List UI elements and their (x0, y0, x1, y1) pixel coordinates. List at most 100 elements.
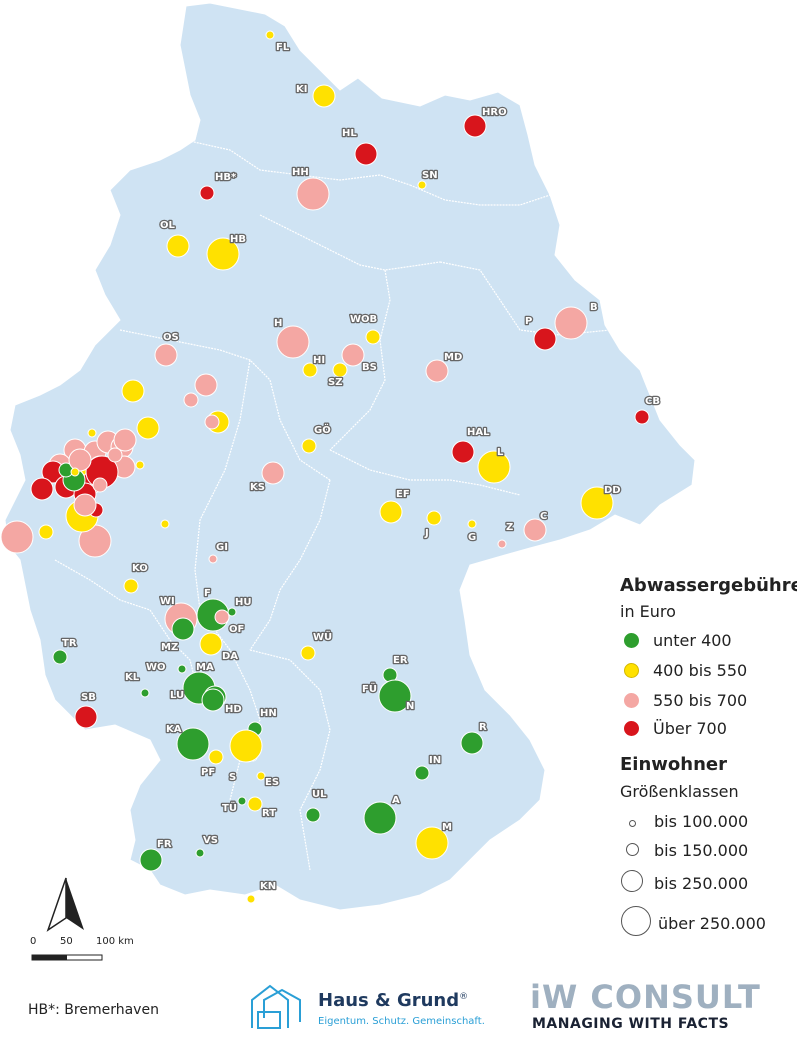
city-label: HD (225, 704, 242, 715)
city-marker-unlabeled (70, 467, 80, 477)
germany-outline (4, 2, 696, 911)
legend-size-subtitle: Größenklassen (620, 782, 739, 801)
city-label: HB* (215, 172, 237, 183)
city-label: KO (132, 563, 148, 574)
city-label: HN (260, 708, 277, 719)
city-label: P (525, 316, 532, 327)
city-marker-unlabeled (68, 448, 92, 472)
city-marker-gö (301, 438, 317, 454)
city-marker-kn (246, 894, 256, 904)
legend-size-label: bis 150.000 (654, 841, 749, 860)
city-label: FR (157, 839, 172, 850)
haus-grund-logo-text: Haus & Grund® (318, 990, 468, 1011)
legend-size-3: bis 250.000 (620, 870, 748, 896)
legend-item-550-700: 550 bis 700 (620, 688, 747, 712)
city-marker-hb (206, 237, 240, 271)
city-marker-unlabeled (30, 477, 54, 501)
city-marker-bs (341, 343, 365, 367)
city-label: TR (62, 638, 77, 649)
footnote: HB*: Bremerhaven (28, 1002, 159, 1018)
legend-label: unter 400 (653, 630, 732, 650)
city-label: RT (262, 808, 276, 819)
city-label: SB (81, 692, 96, 703)
city-label: C (540, 511, 547, 522)
city-marker-r (460, 731, 484, 755)
city-label: M (442, 822, 452, 833)
city-marker-sn (417, 180, 427, 190)
city-label: A (392, 795, 400, 806)
city-marker-da (199, 632, 223, 656)
legend-size-label: bis 100.000 (654, 812, 749, 831)
city-marker-wo (177, 664, 187, 674)
city-label: HH (292, 167, 309, 178)
city-marker-unlabeled (113, 428, 137, 452)
city-marker-b (554, 306, 588, 340)
city-marker-hb-star (199, 185, 215, 201)
city-marker-unlabeled (135, 460, 145, 470)
city-marker-in (414, 765, 430, 781)
city-label: VS (203, 835, 218, 846)
city-marker-g (467, 519, 477, 529)
city-label: ER (393, 655, 408, 666)
city-label: GI (216, 542, 228, 553)
scale-label-0: 0 (30, 936, 37, 947)
city-marker-hh (296, 177, 330, 211)
city-label: B (590, 302, 598, 313)
haus-grund-name: Haus & Grund (318, 990, 460, 1011)
city-marker-unlabeled (73, 493, 97, 517)
city-marker-tü (237, 796, 247, 806)
city-marker-z (497, 539, 507, 549)
legend-size-2: bis 150.000 (620, 841, 748, 860)
city-label: FL (276, 42, 290, 53)
city-marker-unlabeled (0, 520, 34, 554)
legend-item-ueber-700: Über 700 (620, 716, 727, 740)
state-borders (54, 139, 611, 871)
city-marker-ol (166, 234, 190, 258)
size-circle-icon (621, 906, 651, 936)
city-marker-cb (634, 409, 650, 425)
city-marker-unlabeled (204, 414, 220, 430)
city-label: HI (313, 355, 325, 366)
city-marker-s (229, 729, 263, 763)
size-circle-icon (621, 870, 643, 892)
scale-label-50: 50 (60, 936, 73, 947)
city-marker-ef (379, 500, 403, 524)
city-marker-md (425, 359, 449, 383)
size-circle-icon (625, 843, 639, 856)
city-label: MA (196, 662, 214, 673)
city-label: KI (296, 84, 307, 95)
city-marker-unlabeled (136, 416, 160, 440)
city-marker-hl (354, 142, 378, 166)
city-label: HAL (467, 427, 490, 438)
city-marker-kl (140, 688, 150, 698)
city-label: WOB (350, 314, 377, 325)
city-marker-p (533, 327, 557, 351)
city-marker-unlabeled (194, 373, 218, 397)
city-label: R (479, 722, 487, 733)
city-label: WÜ (313, 629, 332, 643)
city-marker-tr (52, 649, 68, 665)
legend-size-label: über 250.000 (658, 913, 766, 933)
city-marker-es (256, 771, 266, 781)
city-marker-rt (247, 796, 263, 812)
city-label: WI (160, 596, 175, 607)
city-label: IN (429, 755, 441, 766)
city-label: WO (146, 662, 166, 673)
city-marker-c (523, 518, 547, 542)
city-label: MZ (161, 642, 178, 653)
city-label: L (497, 447, 504, 458)
legend-swatch (624, 632, 639, 648)
city-label: MD (444, 352, 462, 363)
scale-bar (31, 954, 103, 961)
city-label: HRO (482, 107, 507, 118)
legend-item-400-550: 400 bis 550 (620, 658, 747, 682)
city-marker-fl (265, 30, 275, 40)
legend-label: 550 bis 700 (653, 690, 748, 710)
city-label: CB (645, 396, 660, 407)
city-marker-dd (580, 486, 614, 520)
city-label: HL (342, 128, 357, 139)
city-label: GÖ (314, 422, 331, 436)
city-marker-unlabeled (87, 428, 97, 438)
